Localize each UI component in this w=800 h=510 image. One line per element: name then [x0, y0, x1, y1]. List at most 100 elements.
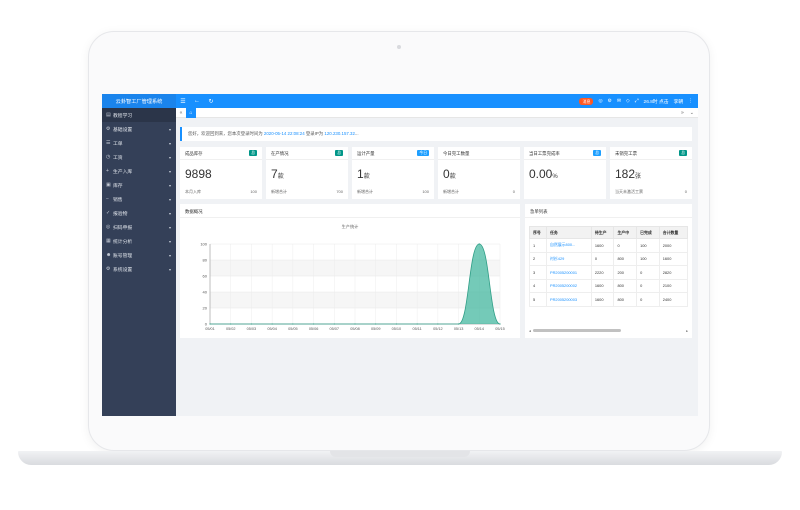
x-tick-label: 05/15	[495, 327, 505, 331]
chevron-down-icon: ▾	[168, 196, 171, 202]
sidebar-item[interactable]: ◷ 工资 ▾	[102, 150, 176, 164]
sidebar-item[interactable]: ☻ 账号管理 ▾	[102, 248, 176, 262]
data-point	[395, 323, 398, 325]
settings-icon[interactable]: ⚙	[607, 98, 612, 104]
back-arrow-icon[interactable]: ←	[194, 98, 200, 104]
table-row[interactable]: 3 PR2005200001 2220 200 0 2820	[529, 265, 689, 280]
menu-toggle-icon[interactable]: ☰	[180, 98, 186, 105]
scan-icon: ◎	[106, 224, 111, 230]
task-link[interactable]: PR2005200003	[546, 292, 592, 307]
divider	[352, 159, 434, 160]
x-tick-label: 05/01	[205, 327, 215, 331]
user-info[interactable]: 26.8时 点击	[643, 99, 669, 105]
scrollbar-thumb[interactable]	[532, 329, 621, 332]
x-tick-label: 05/10	[392, 327, 402, 331]
laptop-notch	[330, 451, 470, 457]
sidebar-item-label: 报验物	[113, 211, 128, 217]
chat-icon[interactable]: ✉	[616, 98, 621, 104]
sidebar-item-label: 账号管理	[113, 253, 133, 259]
sidebar-item[interactable]: ▤ 教程学习	[102, 108, 176, 122]
notice-mid: 登录IP为	[304, 131, 325, 136]
card-value: 182张	[615, 167, 641, 181]
chevron-down-icon: ▾	[168, 168, 171, 174]
search-icon[interactable]: ◎	[598, 98, 603, 104]
table-cell: 3	[529, 265, 547, 280]
clock-icon: ◷	[106, 154, 111, 160]
tab-scroll-right-icon[interactable]: »	[681, 109, 684, 116]
divider	[180, 217, 520, 218]
book-icon: ▤	[106, 112, 111, 118]
table-row[interactable]: 4 PR2005200002 1600 800 0 2100	[529, 278, 689, 293]
x-tick-label: 05/12	[433, 327, 443, 331]
plus-icon: +	[106, 168, 109, 174]
sidebar-item-label: 系统设置	[113, 267, 133, 273]
table-row[interactable]: 5 PR2005200003 1600 800 0 2400	[529, 292, 689, 307]
table-cell: 800	[613, 292, 638, 307]
message-badge[interactable]: 消息	[579, 97, 594, 105]
table-cell: 100	[636, 238, 660, 253]
chevron-down-icon[interactable]: ⌄	[689, 109, 694, 116]
tab-scroll-left-icon[interactable]: «	[179, 109, 183, 116]
x-tick-label: 05/14	[475, 327, 485, 331]
table-scrollbar[interactable]: ◂ ▸	[529, 328, 688, 333]
sidebar-item[interactable]: ◎ 扫码申报 ▾	[102, 220, 176, 234]
table-header-cell[interactable]: 生产中	[613, 226, 638, 239]
table-header-cell[interactable]: 合计数量	[658, 226, 689, 239]
table-row[interactable]: 2 衬衫429 0 800 100 1600	[529, 251, 689, 266]
table-header-cell[interactable]: 已完成	[636, 226, 660, 239]
task-link[interactable]: 自然展示800...	[546, 238, 592, 253]
card-value-unit: 款	[449, 174, 456, 180]
sidebar-item-label: 销售	[113, 197, 123, 203]
stat-card: 在产情况 总 7款 新增合计 700	[266, 147, 348, 199]
chart-title: 生产统计	[341, 224, 359, 229]
card-value-number: 1	[357, 167, 364, 181]
sidebar-item[interactable]: − 销售 ▾	[102, 192, 176, 206]
fullscreen-icon[interactable]: ⤢	[634, 99, 639, 104]
data-point	[416, 323, 418, 325]
orders-table: 序号 任务 待生产 生产中 已完成 合计数量 1 自然展示800... 1600 0 100 200…	[529, 226, 689, 307]
scroll-left-icon[interactable]: ◂	[529, 328, 531, 333]
more-icon[interactable]: ⋮	[688, 98, 693, 104]
sidebar-item-label: 工单	[113, 141, 123, 147]
divider	[266, 159, 348, 160]
user-name[interactable]: 李朝	[673, 99, 684, 105]
table-cell: 200	[613, 265, 638, 280]
task-link[interactable]: PR2005200002	[546, 278, 592, 293]
card-tag: 总	[679, 150, 687, 156]
x-tick-label: 05/11	[413, 327, 422, 331]
table-cell: 4	[529, 278, 547, 293]
home-tab-icon[interactable]: ⌂	[186, 107, 196, 118]
table-cell: 1600	[590, 278, 615, 293]
tag-icon[interactable]: ◇	[625, 98, 630, 104]
refresh-icon[interactable]: ↻	[208, 98, 214, 105]
chevron-down-icon: ▾	[168, 238, 171, 244]
table-header-cell[interactable]: 任务	[546, 226, 592, 239]
card-value-unit: 款	[277, 174, 284, 180]
sidebar-item[interactable]: ☰ 工单 ▾	[102, 136, 176, 150]
table-header-cell[interactable]: 序号	[529, 226, 547, 239]
chart-panel: 数据概况 生产统计 0 20 40 60 80 100 05/01 05/02 05/03 05/…	[180, 204, 520, 338]
y-tick-label: 20	[203, 306, 208, 311]
sidebar-item[interactable]: ⚙ 基础设置 ▾	[102, 122, 176, 136]
list-icon: ☰	[106, 140, 111, 146]
scroll-right-icon[interactable]: ▸	[686, 328, 688, 333]
series-line	[210, 243, 501, 325]
sidebar-item-label: 库存	[113, 183, 123, 189]
sidebar-item[interactable]: ✓ 报验物 ▾	[102, 206, 176, 220]
sidebar-item[interactable]: ▦ 统计分析 ▾	[102, 234, 176, 248]
chart-panel-title: 数据概况	[185, 209, 203, 214]
table-header-cell[interactable]: 待生产	[590, 226, 615, 239]
sidebar-item[interactable]: ▣ 库存 ▾	[102, 178, 176, 192]
x-tick-label: 05/07	[330, 327, 340, 331]
x-tick-label: 05/06	[309, 327, 319, 331]
sidebar-item[interactable]: + 生产入库 ▾	[102, 164, 176, 178]
data-point	[375, 323, 377, 325]
x-tick-label: 05/13	[454, 327, 464, 331]
task-link[interactable]: 衬衫429	[546, 251, 592, 266]
sidebar-item[interactable]: ⚙ 系统设置 ▾	[102, 262, 176, 276]
task-link[interactable]: PR2005200001	[546, 265, 592, 280]
notice-suffix: ...	[354, 131, 359, 136]
x-tick-label: 05/05	[288, 327, 298, 331]
y-tick-label: 40	[203, 290, 208, 295]
table-row[interactable]: 1 自然展示800... 1600 0 100 2000	[529, 238, 689, 253]
